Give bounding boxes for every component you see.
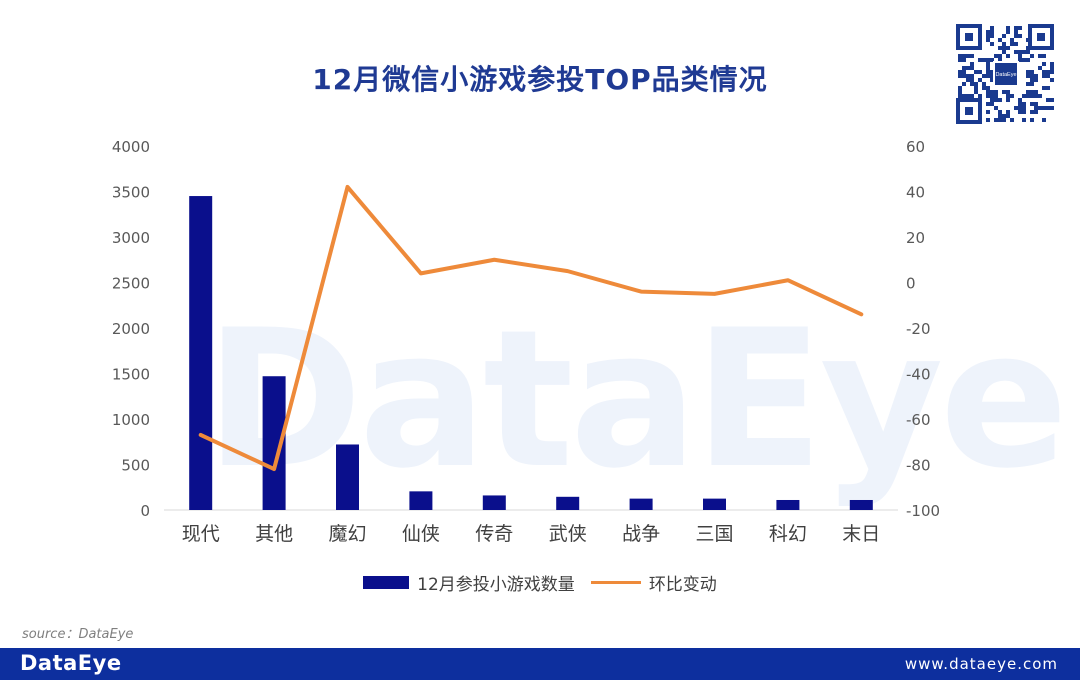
right-tick-label: -100 [906, 502, 940, 520]
line-path[interactable] [198, 184, 864, 472]
legend-item-bar[interactable]: 12月参投小游戏数量 [363, 570, 575, 595]
legend-bar-swatch [363, 576, 410, 589]
bar-末日[interactable] [849, 499, 873, 510]
x-tick-label: 仙侠 [402, 523, 440, 545]
left-tick-label: 1000 [112, 411, 150, 429]
left-tick-label: 2500 [112, 275, 150, 293]
right-tick-label: 40 [906, 184, 925, 202]
bar-三国[interactable] [703, 498, 726, 510]
bar-科幻[interactable] [776, 499, 800, 510]
chart-title: 12月微信小游戏参投TOP品类情况 [312, 63, 768, 96]
x-tick-label: 三国 [695, 523, 733, 545]
x-tick-label: 战争 [622, 523, 660, 545]
right-tick-label: -80 [906, 457, 931, 475]
right-tick-label: 0 [906, 275, 916, 293]
legend-line-swatch [590, 581, 641, 584]
legend-bar-label: 12月参投小游戏数量 [417, 575, 575, 595]
x-tick-label: 魔幻 [328, 523, 366, 545]
left-axis: 0 500 1000 1500 2000 2500 3000 3500 4000 [112, 138, 150, 520]
footer-logo[interactable]: DataEye [20, 651, 122, 675]
left-tick-label: 2000 [112, 320, 150, 338]
bar-series [189, 196, 873, 511]
right-axis: -100 -80 -60 -40 -20 0 20 40 60 [906, 138, 940, 520]
x-tick-label: 传奇 [475, 523, 513, 545]
legend-line-label: 环比变动 [648, 575, 717, 595]
x-axis-labels: 现代 其他 魔幻 仙侠 传奇 武侠 战争 三国 科幻 末日 [182, 523, 881, 545]
x-tick-label: 科幻 [769, 523, 807, 545]
x-tick-label: 其他 [255, 523, 293, 545]
source-note: source：DataEye [22, 627, 134, 642]
bar-其他[interactable] [262, 376, 286, 510]
legend: 12月参投小游戏数量 环比变动 [0, 570, 1080, 595]
legend-item-line[interactable]: 环比变动 [590, 570, 717, 595]
x-tick-label: 末日 [842, 523, 880, 545]
footer-bar: DataEye www.dataeye.com [0, 648, 1080, 680]
qr-code[interactable]: DataEye [956, 24, 1054, 124]
x-tick-label: 武侠 [549, 523, 587, 545]
qr-badge-logo: DataEye [995, 72, 1016, 78]
left-tick-label: 4000 [112, 138, 150, 156]
bar-武侠[interactable] [556, 496, 580, 510]
left-tick-label: 0 [140, 502, 150, 520]
right-tick-label: 60 [906, 138, 925, 156]
right-tick-label: -60 [906, 411, 931, 429]
left-tick-label: 1500 [112, 366, 150, 384]
left-tick-label: 3000 [112, 229, 150, 247]
x-tick-label: 现代 [182, 523, 220, 545]
right-tick-label: -40 [906, 366, 931, 384]
right-tick-label: 20 [906, 229, 925, 247]
bar-仙侠[interactable] [409, 491, 433, 510]
bar-战争[interactable] [629, 498, 653, 510]
left-tick-label: 500 [121, 457, 150, 475]
bar-现代[interactable] [189, 196, 213, 511]
bar-魔幻[interactable] [336, 444, 359, 510]
chart-canvas: 0 500 1000 1500 2000 2500 3000 3500 4000 -100 -80… [112, 138, 940, 545]
line-series [198, 184, 864, 472]
footer-url[interactable]: www.dataeye.com [904, 655, 1058, 673]
right-tick-label: -20 [906, 320, 931, 338]
bar-传奇[interactable] [482, 495, 506, 510]
left-tick-label: 3500 [112, 184, 150, 202]
